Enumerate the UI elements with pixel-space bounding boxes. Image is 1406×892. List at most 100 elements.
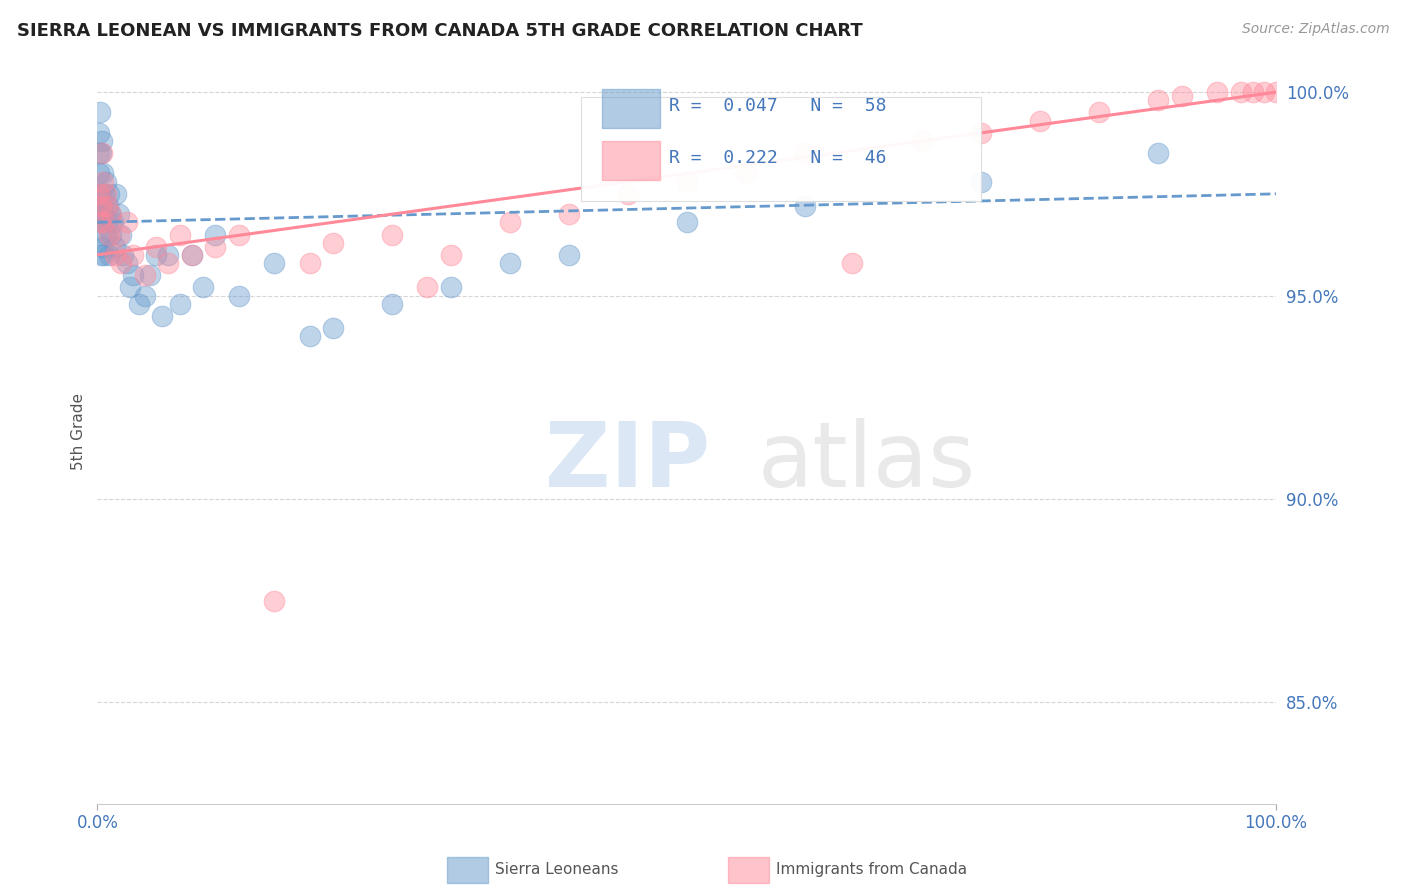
Point xyxy=(94,175,117,189)
Point xyxy=(1147,93,1170,107)
Point xyxy=(98,227,121,242)
Point xyxy=(94,186,117,201)
Point xyxy=(1206,85,1229,99)
Point xyxy=(89,105,111,120)
Point xyxy=(440,280,463,294)
Point xyxy=(1147,146,1170,161)
Point xyxy=(793,146,815,161)
Point xyxy=(94,227,117,242)
Point xyxy=(91,207,114,221)
Point xyxy=(558,207,581,221)
Point xyxy=(204,240,226,254)
Point xyxy=(107,207,129,221)
Point xyxy=(97,199,120,213)
Point xyxy=(93,248,115,262)
Y-axis label: 5th Grade: 5th Grade xyxy=(72,393,86,470)
Point xyxy=(90,248,112,262)
Point xyxy=(91,134,114,148)
Point xyxy=(89,215,111,229)
Point xyxy=(841,256,863,270)
Point xyxy=(228,288,250,302)
FancyBboxPatch shape xyxy=(581,97,981,201)
Point xyxy=(87,126,110,140)
Point xyxy=(499,256,522,270)
Point xyxy=(322,235,344,250)
Point xyxy=(169,227,191,242)
Point xyxy=(91,240,114,254)
Point xyxy=(112,248,135,262)
Point xyxy=(1253,85,1275,99)
Point xyxy=(101,215,124,229)
Point xyxy=(104,248,127,262)
Point xyxy=(121,268,143,283)
Point xyxy=(93,215,115,229)
Point xyxy=(617,186,640,201)
Point xyxy=(87,167,110,181)
Point xyxy=(180,248,202,262)
Point xyxy=(100,227,122,242)
Point xyxy=(110,227,132,242)
Point xyxy=(90,199,112,213)
Point xyxy=(970,126,993,140)
Point xyxy=(1265,85,1288,99)
Point xyxy=(1229,85,1251,99)
Point xyxy=(96,199,118,213)
Point xyxy=(104,240,127,254)
Text: R =  0.047   N =  58: R = 0.047 N = 58 xyxy=(669,97,887,115)
Point xyxy=(115,256,138,270)
Point xyxy=(793,199,815,213)
Point xyxy=(87,146,110,161)
FancyBboxPatch shape xyxy=(602,89,659,128)
Point xyxy=(98,248,121,262)
Point xyxy=(440,248,463,262)
Point xyxy=(134,288,156,302)
Point xyxy=(110,256,132,270)
Point xyxy=(416,280,439,294)
Point xyxy=(298,329,321,343)
Point xyxy=(970,175,993,189)
Point xyxy=(145,240,167,254)
Point xyxy=(499,215,522,229)
Point xyxy=(105,186,128,201)
Point xyxy=(675,175,697,189)
Point xyxy=(1241,85,1264,99)
Point xyxy=(120,280,142,294)
Point xyxy=(121,248,143,262)
Point xyxy=(675,215,697,229)
Text: Source: ZipAtlas.com: Source: ZipAtlas.com xyxy=(1241,22,1389,37)
Point xyxy=(89,207,111,221)
Point xyxy=(100,207,122,221)
Point xyxy=(139,268,162,283)
Point xyxy=(381,296,404,310)
Point xyxy=(734,167,756,181)
Point xyxy=(93,186,115,201)
Point xyxy=(91,199,114,213)
Point xyxy=(107,227,129,242)
Point xyxy=(193,280,215,294)
Point xyxy=(228,227,250,242)
Point xyxy=(157,256,180,270)
Point xyxy=(204,227,226,242)
Point xyxy=(91,146,114,161)
Point xyxy=(381,227,404,242)
Point xyxy=(87,207,110,221)
Text: atlas: atlas xyxy=(758,417,976,506)
Point xyxy=(134,268,156,283)
Point xyxy=(169,296,191,310)
Point xyxy=(90,215,112,229)
Point xyxy=(87,186,110,201)
Point xyxy=(1029,113,1052,128)
Point xyxy=(91,175,114,189)
FancyBboxPatch shape xyxy=(602,142,659,180)
Point xyxy=(911,134,934,148)
Point xyxy=(322,321,344,335)
Point xyxy=(263,593,285,607)
Text: ZIP: ZIP xyxy=(546,417,710,506)
Point xyxy=(98,186,121,201)
Point xyxy=(115,215,138,229)
Text: R =  0.222   N =  46: R = 0.222 N = 46 xyxy=(669,149,887,167)
Point xyxy=(87,186,110,201)
Point xyxy=(128,296,150,310)
Point xyxy=(89,186,111,201)
Text: Sierra Leoneans: Sierra Leoneans xyxy=(495,863,619,877)
